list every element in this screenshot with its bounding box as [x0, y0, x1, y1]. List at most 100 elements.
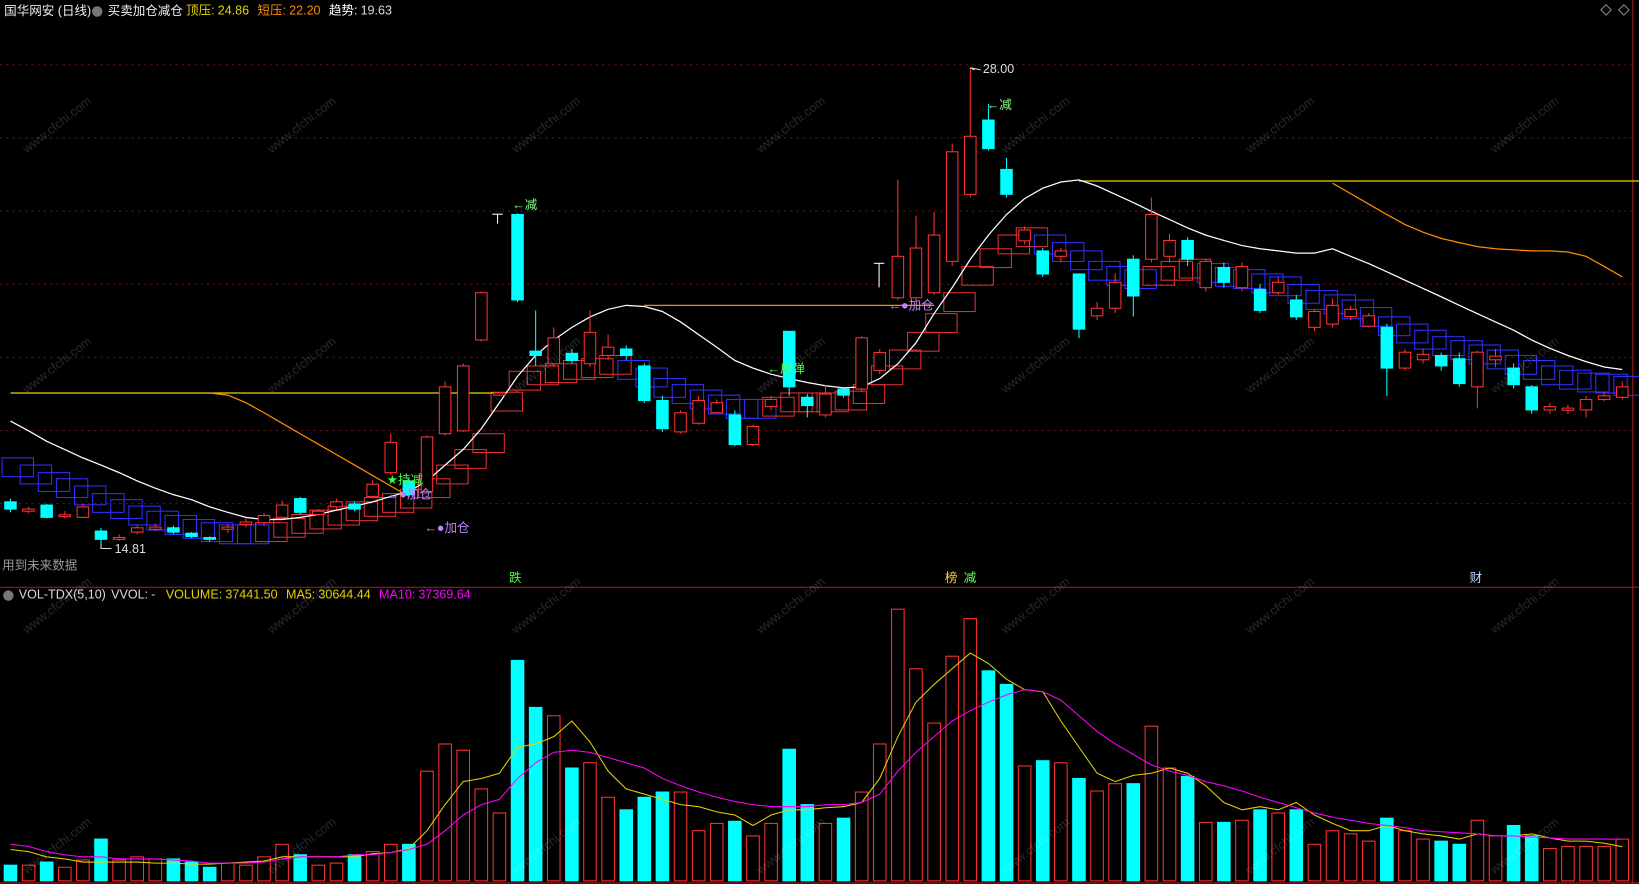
volume-bar — [39, 861, 54, 882]
annotation: ←●加仓 — [888, 298, 934, 312]
annotation: ←●加仓 — [387, 488, 433, 502]
candle-body — [1290, 299, 1303, 318]
candle-body — [456, 365, 470, 432]
volume-bar — [1235, 819, 1249, 882]
candle-body — [185, 532, 198, 537]
candle-body — [1416, 353, 1430, 361]
volume-bar — [927, 722, 941, 882]
box — [218, 524, 252, 545]
volume-bar — [438, 743, 452, 882]
volume-bar — [1253, 809, 1267, 882]
box — [961, 265, 994, 286]
indicator-title: VOL-TDX(5,10) — [19, 588, 106, 602]
indicator-icon[interactable] — [3, 590, 14, 601]
box — [237, 524, 270, 545]
volume-bar — [1090, 790, 1104, 882]
volume-bar — [619, 809, 633, 882]
box — [74, 485, 107, 506]
volume-bar — [184, 861, 199, 882]
legend-name: 趋势: — [329, 3, 358, 18]
candle-body — [384, 441, 398, 474]
box — [635, 367, 668, 388]
volume-bar — [1343, 833, 1358, 882]
candle-body — [638, 365, 651, 402]
box — [200, 522, 234, 543]
box — [472, 433, 505, 454]
candle-body — [1543, 406, 1557, 411]
box — [1595, 373, 1628, 394]
box — [255, 522, 288, 543]
volume-bar — [655, 791, 670, 882]
volume-bar — [1180, 775, 1195, 882]
candle-body — [1127, 258, 1140, 297]
box — [1468, 344, 1501, 365]
volume-bar — [1144, 725, 1159, 882]
volume-bar — [1162, 767, 1177, 882]
box — [1051, 242, 1085, 262]
box — [834, 390, 868, 411]
annotation: ←减 — [987, 98, 1013, 112]
volume-bar — [818, 822, 833, 882]
high-label: 28.00 — [983, 62, 1014, 76]
candle-body — [692, 400, 705, 424]
box — [707, 394, 741, 415]
box — [1124, 269, 1157, 289]
candle-body — [366, 483, 379, 497]
event-marker: 财 — [1470, 571, 1483, 585]
candle-body — [293, 498, 307, 513]
candle-body — [58, 514, 72, 518]
candle-body — [1398, 351, 1412, 369]
candle-body — [855, 337, 868, 390]
candle-body — [1561, 407, 1575, 411]
candle-body — [565, 352, 579, 362]
volume-bar — [420, 770, 434, 882]
volume-bar — [1072, 777, 1086, 882]
candle-body — [1344, 308, 1357, 318]
volume-bar — [76, 859, 90, 882]
candle-body — [475, 292, 488, 341]
extreme-pointer — [100, 543, 112, 550]
volume-bar — [854, 791, 869, 882]
header-item-label: VOLUME: — [166, 588, 222, 602]
icon[interactable] — [1600, 4, 1612, 16]
candle-body — [1362, 315, 1376, 327]
stock-title: 国华网安 (日线) — [4, 4, 91, 18]
box — [399, 488, 433, 509]
candle-body — [1579, 398, 1593, 411]
candle-body — [819, 393, 832, 416]
candle-body — [1308, 310, 1321, 328]
volume-bar — [782, 748, 796, 882]
volume-bar — [999, 683, 1014, 882]
indicator-icon[interactable] — [91, 6, 103, 17]
box — [1287, 283, 1320, 304]
volume-bar — [528, 706, 543, 882]
volume-bar — [836, 817, 851, 882]
candle-body — [239, 521, 253, 526]
box — [1396, 323, 1429, 344]
volume-bar — [383, 843, 398, 882]
candle-body — [764, 398, 778, 408]
volume-bar — [1543, 847, 1557, 882]
volume-bar — [565, 767, 579, 882]
candle-body — [529, 350, 542, 356]
box — [689, 389, 723, 410]
candle-body — [40, 504, 53, 518]
icon[interactable] — [1617, 4, 1630, 16]
candle-body — [964, 135, 977, 195]
future-data-note: 用到未来数据 — [2, 559, 77, 573]
legend-value: 22.20 — [289, 4, 320, 18]
box — [55, 478, 89, 499]
box — [1341, 299, 1375, 320]
candle-body — [601, 346, 615, 356]
candle-body — [4, 501, 17, 510]
candle-body — [982, 119, 995, 150]
candle-body — [1199, 260, 1213, 289]
candle-body — [1090, 307, 1104, 317]
candle-body — [1217, 266, 1231, 283]
ma-line — [10, 689, 1623, 864]
volume-bar — [3, 864, 18, 882]
volume-bar — [474, 788, 489, 882]
box — [1432, 336, 1465, 357]
volume-bar — [1198, 821, 1213, 882]
